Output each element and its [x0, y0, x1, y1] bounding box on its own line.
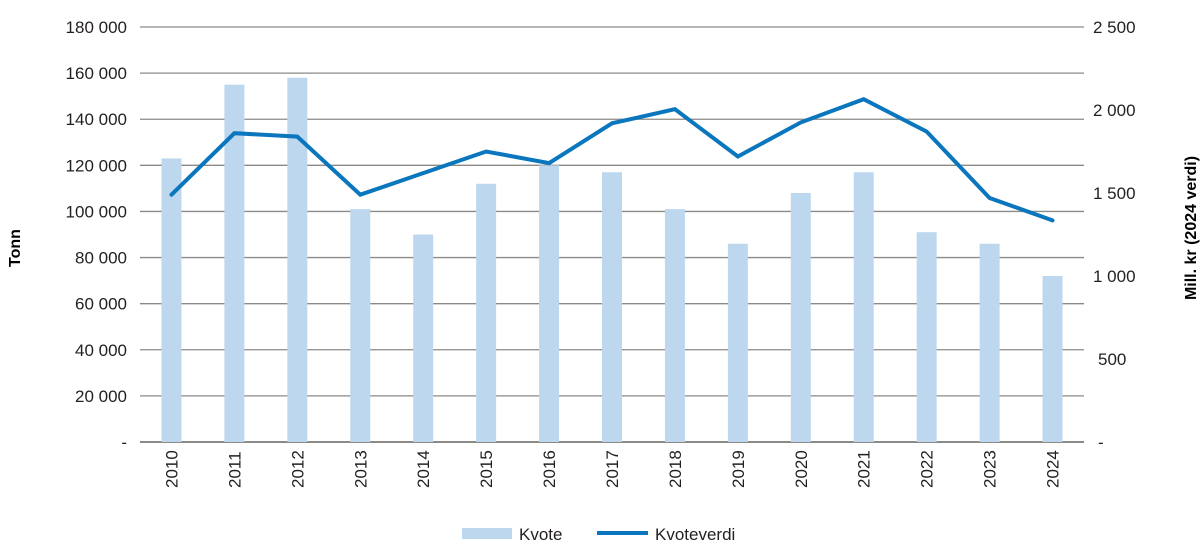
left-tick-label: 80 000	[75, 249, 127, 268]
bar-2020	[790, 193, 811, 442]
x-tick-label: 2018	[666, 450, 685, 488]
right-tick-label: -	[1098, 433, 1104, 452]
bar-2018	[664, 209, 685, 442]
right-tick-label: 1 500	[1093, 184, 1136, 203]
left-tick-label: 20 000	[75, 387, 127, 406]
x-tick-label: 2012	[288, 450, 307, 488]
bar-2011	[224, 84, 245, 442]
left-axis-ticks: - 20 000 40 000 60 000 80 000 100 000 120 000 1…	[66, 18, 127, 452]
x-tick-label: 2010	[163, 450, 182, 488]
bar-2023	[979, 243, 1000, 442]
left-tick-label: -	[121, 433, 127, 452]
kvote-bars	[161, 77, 1063, 443]
bar-2016	[539, 165, 560, 443]
x-axis-ticks: 2010 2011 2012 2013 2014 2015 2016 2017 2018 2019…	[163, 450, 1063, 488]
bar-2013	[350, 209, 371, 442]
left-axis-title: Tonn	[7, 229, 24, 267]
right-axis-ticks: - 500 1 000 1 500 2 000 2 500	[1093, 18, 1136, 452]
kvoteverdi-polyline	[169, 97, 1055, 223]
right-tick-label: 2 500	[1093, 18, 1136, 37]
bar-2024	[1042, 276, 1063, 442]
bar-2021	[853, 172, 874, 442]
legend: Kvote Kvoteverdi	[462, 525, 735, 544]
legend-label-kvote: Kvote	[519, 525, 562, 544]
legend-item-kvote: Kvote	[462, 525, 562, 544]
x-tick-label: 2019	[729, 450, 748, 488]
left-tick-label: 180 000	[66, 18, 127, 37]
bar-2012	[287, 77, 308, 442]
x-tick-label: 2011	[225, 451, 244, 488]
x-tick-label: 2014	[414, 450, 433, 488]
left-tick-label: 100 000	[66, 202, 127, 221]
bar-swatch-icon	[462, 528, 512, 539]
x-tick-label: 2015	[477, 450, 496, 488]
left-tick-label: 140 000	[66, 110, 127, 129]
bar-2010	[161, 158, 182, 442]
x-tick-label: 2020	[792, 450, 811, 488]
kvoteverdi-line	[169, 97, 1055, 223]
x-tick-label: 2013	[351, 450, 370, 488]
x-tick-label: 2023	[981, 450, 1000, 488]
x-tick-label: 2021	[855, 450, 874, 488]
bar-2017	[602, 172, 622, 442]
x-tick-label: 2017	[603, 450, 622, 488]
left-tick-label: 40 000	[75, 341, 127, 360]
right-axis-title: Mill. kr (2024 verdi)	[1183, 156, 1200, 300]
right-tick-label: 2 000	[1093, 101, 1136, 120]
bar-2014	[413, 234, 434, 442]
right-tick-label: 1 000	[1093, 267, 1136, 286]
left-tick-label: 160 000	[66, 64, 127, 83]
bar-2019	[727, 243, 748, 442]
bar-2015	[476, 183, 497, 442]
bar-2022	[916, 232, 937, 442]
x-tick-label: 2022	[918, 450, 937, 488]
legend-item-kvoteverdi: Kvoteverdi	[597, 525, 735, 544]
left-tick-label: 120 000	[66, 156, 127, 175]
left-tick-label: 60 000	[75, 295, 127, 314]
x-tick-label: 2016	[540, 450, 559, 488]
legend-label-kvoteverdi: Kvoteverdi	[655, 525, 735, 544]
right-tick-label: 500	[1098, 350, 1126, 369]
x-tick-label: 2024	[1044, 450, 1063, 488]
